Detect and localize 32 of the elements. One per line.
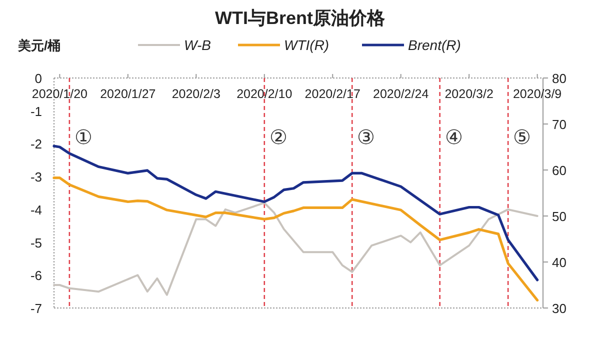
y-tick-label: -5 <box>30 235 42 250</box>
x-tick-label: 2020/2/10 <box>236 87 292 101</box>
legend-label: WTI(R) <box>284 37 330 53</box>
annotation: ③ <box>357 127 376 149</box>
x-tick-label: 2020/1/27 <box>100 87 156 101</box>
y2-tick-label: 70 <box>552 117 566 132</box>
y-tick-label: -6 <box>30 268 42 284</box>
y-tick-label: -3 <box>30 170 42 185</box>
y2-tick-label: 40 <box>552 255 566 270</box>
annotation: ② <box>269 127 288 149</box>
y-tick-label: -2 <box>30 136 42 152</box>
chart-title: WTI与Brent原油价格 <box>215 8 386 28</box>
x-tick-label: 2020/2/17 <box>304 87 360 101</box>
y2-tick-label: 50 <box>552 209 566 224</box>
x-tick-label: 2020/3/2 <box>444 87 494 101</box>
annotation: ④ <box>444 127 463 149</box>
annotation: ⑤ <box>513 127 532 149</box>
legend-label: Brent(R) <box>408 37 461 53</box>
y2-tick-label: 60 <box>552 163 566 178</box>
x-tick-label: 2020/1/20 <box>32 87 88 101</box>
x-tick-label: 2020/2/3 <box>172 87 221 101</box>
y-axis-title: 美元/桶 <box>17 38 61 53</box>
x-tick-label: 2020/3/9 <box>512 87 562 101</box>
legend-label: W-B <box>184 37 211 53</box>
annotation: ① <box>74 127 92 149</box>
y2-tick-label: 30 <box>552 301 566 316</box>
y-tick-label: -7 <box>30 301 42 316</box>
y-tick-label: -4 <box>30 202 42 218</box>
x-tick-label: 2020/2/24 <box>373 87 429 101</box>
y2-tick-label: 80 <box>552 71 566 86</box>
y-tick-label: -1 <box>30 104 42 119</box>
y-tick-label: 0 <box>34 71 42 86</box>
